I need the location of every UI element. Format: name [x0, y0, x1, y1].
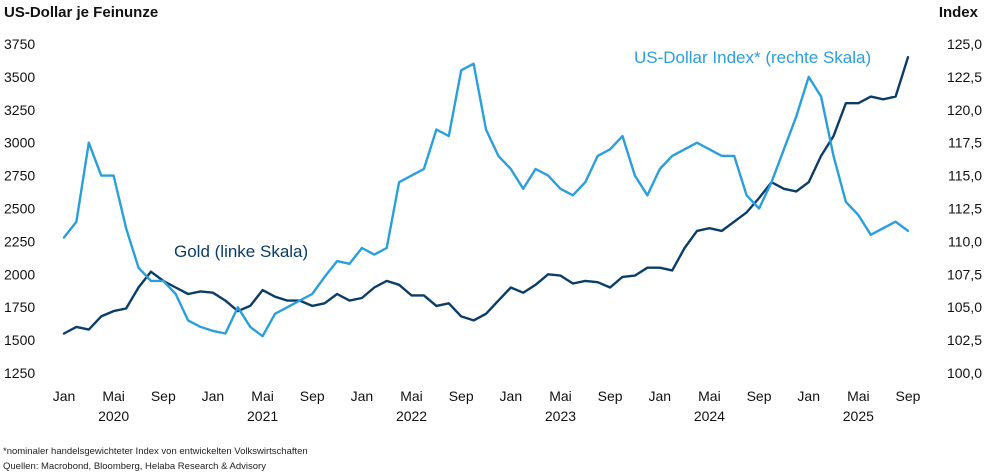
x-tick-label: Mai: [847, 388, 870, 404]
x-tick-label: Jan: [351, 388, 374, 404]
gold-series-line: [62, 56, 910, 335]
x-year-label: 2020: [98, 408, 129, 424]
left-tick-label: 2750: [4, 168, 35, 184]
footnote-definition: *nominaler handelsgewichteter Index von …: [3, 446, 308, 457]
left-tick-label: 3500: [4, 69, 35, 85]
right-tick-label: 100,0: [947, 365, 982, 381]
footnote-sources: Quellen: Macrobond, Bloomberg, Helaba Re…: [3, 461, 266, 472]
left-tick-label: 1500: [4, 332, 35, 348]
right-tick-label: 120,0: [947, 102, 982, 118]
left-tick-label: 3750: [4, 36, 35, 52]
x-year-label: 2023: [545, 408, 576, 424]
right-tick-label: 122,5: [947, 69, 982, 85]
right-tick-label: 110,0: [948, 233, 982, 249]
right-tick-label: 112,5: [948, 201, 982, 217]
x-tick-label: Sep: [747, 388, 772, 404]
x-tick-label: Mai: [102, 388, 125, 404]
right-tick-label: 115,0: [948, 168, 982, 184]
x-tick-label: Sep: [896, 388, 921, 404]
right-tick-label: 107,5: [947, 266, 982, 282]
left-tick-label: 2250: [4, 233, 35, 249]
left-axis-title: US-Dollar je Feinunze: [4, 4, 159, 21]
x-year-label: 2025: [843, 408, 874, 424]
left-tick-label: 2000: [4, 266, 35, 282]
right-axis-title: Index: [938, 4, 978, 21]
right-tick-label: 125,0: [947, 36, 982, 52]
x-year-label: 2024: [694, 408, 725, 424]
x-tick-label: Jan: [797, 388, 820, 404]
x-tick-label: Sep: [300, 388, 325, 404]
left-tick-label: 1750: [4, 299, 35, 315]
left-tick-label: 3000: [4, 135, 35, 151]
x-year-label: 2022: [396, 408, 427, 424]
x-tick-label: Jan: [53, 388, 76, 404]
x-tick-label: Mai: [698, 388, 721, 404]
usd-index-series-line: [62, 62, 910, 338]
right-tick-label: 105,0: [947, 299, 982, 315]
x-tick-label: Sep: [598, 388, 623, 404]
x-tick-label: Jan: [202, 388, 225, 404]
x-tick-label: Mai: [251, 388, 274, 404]
usd-index-series-label: US-Dollar Index* (rechte Skala): [634, 48, 871, 67]
x-tick-label: Mai: [549, 388, 572, 404]
right-tick-label: 102,5: [947, 332, 982, 348]
x-tick-label: Jan: [500, 388, 523, 404]
x-tick-label: Mai: [400, 388, 423, 404]
gold-series-label: Gold (linke Skala): [174, 242, 308, 261]
x-tick-label: Sep: [449, 388, 474, 404]
x-tick-label: Sep: [151, 388, 176, 404]
left-tick-label: 1250: [4, 365, 35, 381]
left-tick-label: 3250: [4, 102, 35, 118]
x-year-label: 2021: [247, 408, 278, 424]
right-tick-label: 117,5: [948, 135, 982, 151]
x-tick-label: Jan: [648, 388, 671, 404]
left-tick-label: 2500: [4, 201, 35, 217]
line-chart: 1250 1500 1750 2000 2250 2500 2750 3000 3250 3500…: [4, 36, 982, 424]
